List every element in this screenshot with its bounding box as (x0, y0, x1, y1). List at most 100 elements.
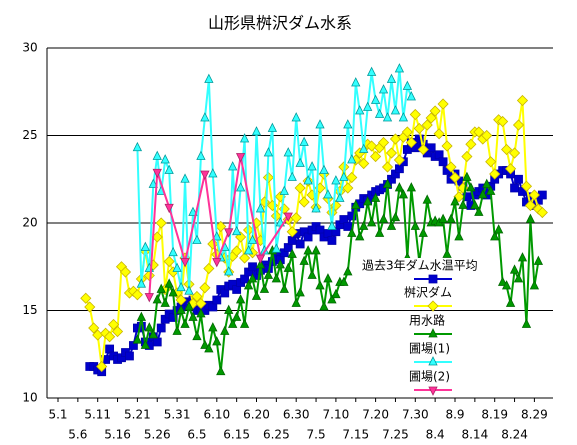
data-point (433, 128, 445, 140)
x-tick-label: 5.16 (104, 428, 131, 442)
data-point (283, 212, 293, 222)
data-point (307, 269, 317, 279)
data-point (331, 175, 341, 185)
data-point (445, 161, 457, 173)
data-point (370, 94, 381, 104)
data-point (319, 301, 329, 311)
data-point (335, 192, 345, 202)
data-point (406, 182, 416, 192)
data-point (327, 294, 337, 304)
x-tick-label: 8.24 (501, 428, 528, 442)
data-point (88, 322, 100, 334)
data-point (96, 360, 108, 373)
data-point (131, 289, 143, 301)
data-point (152, 294, 162, 304)
y-tick-label: 30 (22, 41, 37, 55)
data-point (363, 196, 373, 206)
data-point (303, 245, 313, 255)
y-tick-label: 10 (22, 391, 37, 405)
data-point (417, 143, 429, 156)
data-point (429, 105, 441, 117)
data-point (136, 311, 147, 321)
data-point (295, 287, 305, 297)
data-point (438, 157, 448, 167)
data-point (497, 276, 508, 286)
legend-bg (407, 313, 467, 329)
data-point (536, 206, 548, 219)
data-point (224, 304, 234, 314)
x-tick-label: 8.29 (521, 408, 548, 422)
x-tick-label: 5.26 (144, 428, 171, 442)
data-point (342, 182, 354, 194)
data-point (474, 206, 484, 216)
data-point (315, 119, 325, 129)
data-point (319, 164, 329, 174)
legend-marker (428, 386, 438, 396)
data-point (347, 227, 357, 237)
data-point (200, 339, 210, 349)
data-point (283, 147, 293, 157)
series-line (136, 68, 413, 292)
data-point (473, 126, 485, 138)
data-point (478, 189, 488, 199)
y-tick-label: 20 (22, 216, 37, 230)
data-point (374, 108, 385, 118)
data-point (343, 222, 353, 231)
data-point (398, 189, 409, 199)
x-tick-label: 6.10 (203, 408, 230, 422)
data-point (152, 168, 162, 179)
data-point (212, 231, 222, 241)
data-point (232, 311, 242, 321)
data-point (295, 239, 305, 249)
data-point (132, 334, 143, 344)
legend-label: 用水路 (409, 313, 445, 328)
data-point (390, 211, 401, 222)
data-point (378, 84, 389, 94)
legend-bg (407, 369, 467, 385)
data-point (248, 262, 257, 272)
data-point (271, 273, 281, 283)
data-point (152, 337, 162, 347)
data-point (442, 248, 452, 258)
data-point (196, 308, 206, 318)
legend-marker (428, 356, 438, 366)
data-point (255, 254, 266, 264)
data-point (212, 258, 222, 268)
data-point (160, 154, 170, 164)
data-point (180, 318, 190, 328)
data-point (235, 182, 246, 192)
legend-marker (427, 300, 439, 312)
data-point (525, 213, 536, 223)
data-point (299, 136, 309, 146)
data-point (164, 164, 174, 174)
x-tick-label: 5.11 (84, 408, 111, 422)
data-point (378, 213, 389, 223)
data-point (199, 282, 211, 294)
data-point (505, 297, 516, 307)
data-point (231, 245, 243, 257)
data-point (204, 73, 214, 83)
data-point (148, 178, 158, 188)
data-point (208, 168, 218, 178)
data-point (347, 154, 357, 164)
data-point (267, 122, 278, 132)
data-point (204, 343, 214, 353)
data-point (279, 283, 289, 293)
data-point (465, 138, 477, 150)
data-point (446, 213, 456, 223)
data-point (524, 199, 536, 212)
data-point (516, 94, 529, 107)
data-point (212, 295, 222, 305)
data-point (425, 112, 437, 124)
data-point (84, 301, 96, 313)
x-tick-label: 8.14 (461, 428, 488, 442)
legend-label: 圃場(2) (409, 370, 450, 384)
data-point (176, 281, 186, 292)
x-tick-label: 5.6 (68, 428, 87, 442)
data-point (363, 101, 373, 111)
data-point (164, 278, 174, 288)
data-point (520, 180, 533, 192)
data-point (247, 234, 258, 244)
data-point (224, 266, 234, 276)
